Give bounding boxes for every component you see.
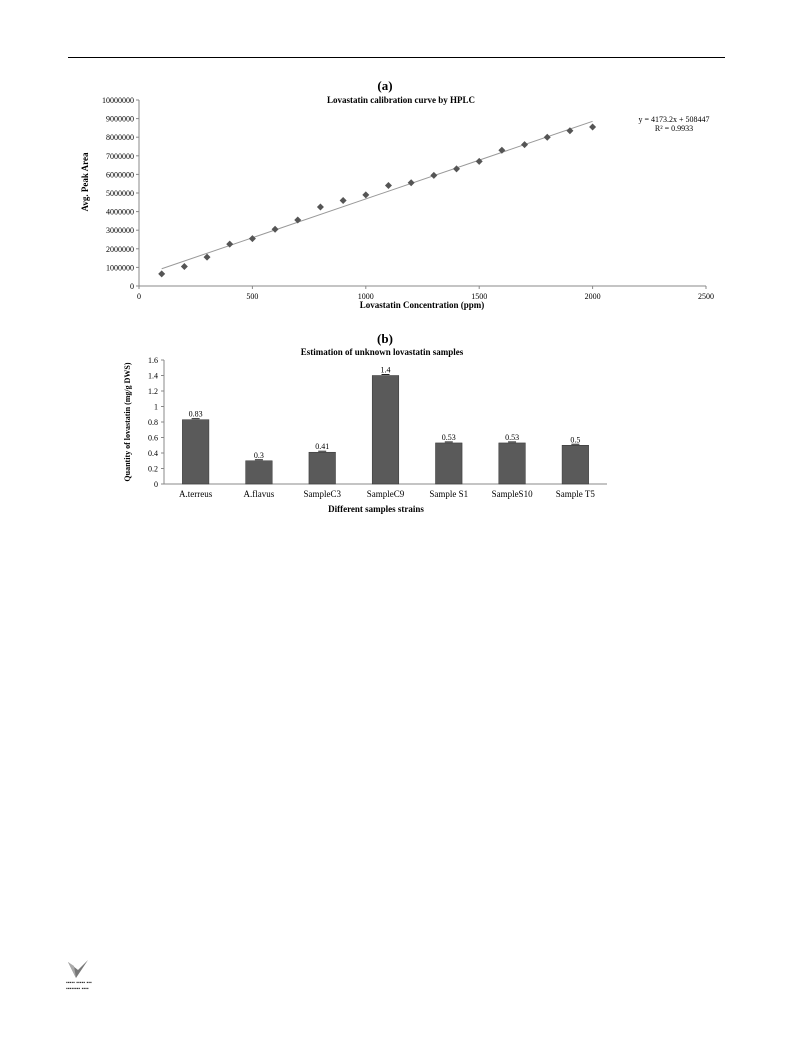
y-tick-label: 4000000 [106,208,134,217]
data-label: 0.5 [570,435,580,444]
x-tick-label: 2000 [585,292,601,301]
bar [371,375,400,485]
data-point [430,171,438,179]
y-tick-label: 2000000 [106,245,134,254]
x-tick-label: 1000 [358,292,374,301]
chart-title: Lovastatin calibration curve by HPLC [327,95,475,105]
header-rule [68,57,725,58]
y-tick-label: 1.6 [148,356,158,365]
data-point [521,141,529,149]
y-tick-label: 0.6 [148,434,158,443]
y-axis-title: Quantity of lovastatin (mg/g DWS) [123,362,132,481]
y-tick-label: 0 [130,282,134,291]
data-point [294,216,302,224]
r-squared-label: R² = 0.9933 [655,124,693,133]
y-tick-label: 10000000 [102,96,134,105]
data-point [589,123,597,131]
publisher-logo: ▪▪▪▪▪ ▪▪▪▪▪ ▪▪▪ ▪▪▪▪▪▪▪▪ ▪▪▪▪ [66,958,146,998]
y-tick-label: 1.2 [148,387,158,396]
category-label: A.flavus [244,489,275,499]
data-label: 0.41 [315,442,329,451]
data-point [453,165,461,173]
trendline [161,120,593,270]
x-tick-label: 500 [246,292,258,301]
y-tick-label: 8000000 [106,133,134,142]
x-axis-title: Lovastatin Concentration (ppm) [360,300,485,310]
data-point [543,133,551,141]
category-label: A.terreus [179,489,213,499]
samples-bar-chart: Estimation of unknown lovastatin samples… [123,347,607,514]
y-tick-label: 6000000 [106,170,134,179]
data-point [248,235,256,243]
bar [308,451,336,485]
data-point [180,262,188,270]
x-tick-label: 1500 [471,292,487,301]
data-label: 0.53 [442,433,456,442]
data-label: 0.3 [254,451,264,460]
trendline-equation: y = 4173.2x + 508447 [638,115,709,124]
calibration-chart: Lovastatin calibration curve by HPLC 0 100… [80,95,714,310]
data-point [271,225,279,233]
data-label: 0.53 [505,433,519,442]
y-tick-label: 9000000 [106,115,134,124]
y-tick-label: 3000000 [106,226,134,235]
data-point [226,240,234,248]
y-tick-label: 5000000 [106,189,134,198]
y-tick-label: 1.4 [148,372,158,381]
category-label: SampleC9 [367,489,405,499]
x-axis-title: Different samples strains [328,504,424,514]
data-point [339,196,347,204]
bar [561,445,589,485]
y-tick-label: 1000000 [106,263,134,272]
bar [245,460,273,485]
y-tick-label: 1 [154,403,158,412]
data-point [475,157,483,165]
y-tick-label: 0.4 [148,449,158,458]
x-tick-label: 0 [137,292,141,301]
panel-label-b: (b) [377,331,393,346]
data-label: 1.4 [381,366,391,375]
x-tick-label: 2500 [698,292,714,301]
panel-label-a: (a) [377,78,393,93]
data-point [566,127,574,135]
data-point [158,270,166,278]
y-tick-label: 0 [154,480,158,489]
category-label: SampleC3 [303,489,341,499]
data-point [362,191,370,199]
data-point [384,182,392,190]
y-tick-label: 0.8 [148,418,158,427]
y-tick-label: 7000000 [106,152,134,161]
category-label: Sample S1 [429,489,468,499]
y-tick-label: 0.2 [148,465,158,474]
category-label: SampleS10 [492,489,534,499]
data-point [498,146,506,154]
chart-title: Estimation of unknown lovastatin samples [301,347,464,357]
bar [498,442,526,485]
bar [435,442,463,485]
bar [182,419,210,485]
category-label: Sample T5 [556,489,596,499]
y-axis-title: Avg. Peak Area [80,152,90,211]
data-label: 0.83 [189,410,203,419]
data-point [407,179,415,187]
data-point [203,253,211,261]
data-point [316,203,324,211]
